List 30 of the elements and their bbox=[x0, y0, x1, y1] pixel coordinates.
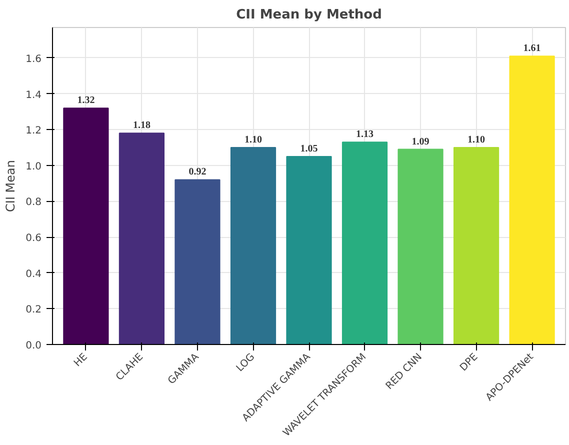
bar bbox=[63, 108, 109, 344]
y-tick-label: 0.2 bbox=[26, 304, 42, 316]
y-tick-label: 1.4 bbox=[26, 90, 42, 101]
data-label: 1.10 bbox=[244, 134, 262, 146]
data-label: 1.13 bbox=[356, 129, 374, 140]
bar bbox=[342, 142, 388, 344]
y-tick-label: 1.2 bbox=[26, 126, 42, 137]
bar bbox=[230, 146, 276, 344]
y-tick-label: 0.6 bbox=[26, 233, 42, 244]
data-label: 1.05 bbox=[300, 143, 318, 154]
bar bbox=[286, 156, 332, 344]
bar bbox=[174, 179, 220, 344]
y-tick-label: 1.6 bbox=[26, 54, 42, 65]
y-tick-label: 0.4 bbox=[26, 268, 42, 280]
bar bbox=[453, 146, 500, 344]
data-label: 1.61 bbox=[523, 43, 541, 54]
data-label: 1.32 bbox=[77, 95, 95, 106]
bar bbox=[118, 132, 165, 344]
y-tick-label: 1.0 bbox=[26, 161, 42, 172]
data-label: 1.10 bbox=[468, 134, 486, 146]
x-tick-label: HE bbox=[72, 352, 90, 370]
y-axis-title: CII Mean bbox=[4, 160, 18, 212]
bar bbox=[398, 148, 444, 344]
y-tick-label: 0.0 bbox=[26, 340, 42, 352]
chart-title: CII Mean by Method bbox=[236, 8, 382, 22]
y-tick-label: 0.8 bbox=[26, 197, 42, 208]
data-label: 1.18 bbox=[132, 120, 150, 132]
data-label: 1.09 bbox=[412, 136, 430, 148]
data-label: 0.92 bbox=[188, 166, 206, 178]
bar bbox=[509, 56, 555, 344]
